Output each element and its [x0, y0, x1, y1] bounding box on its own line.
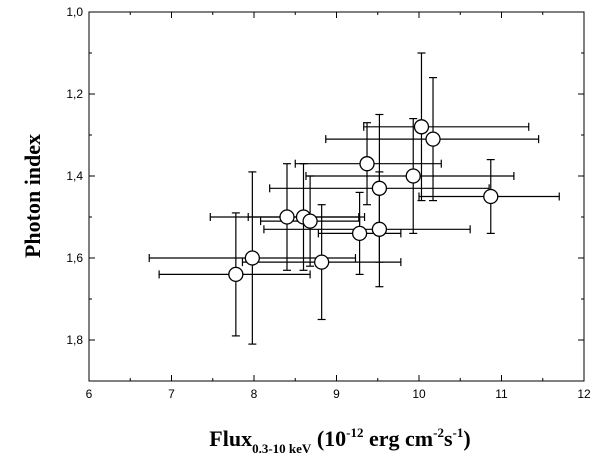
data-points	[228, 119, 499, 283]
x-tick-label: 12	[577, 387, 591, 401]
x-axis-title-mid: erg cm	[363, 426, 433, 451]
data-point	[371, 180, 388, 196]
x-axis-title: Flux0.3-10 keV (10-12 erg cm-2s-1)	[209, 425, 470, 456]
y-tick-label: 1,6	[66, 251, 83, 265]
data-point	[279, 209, 295, 225]
data-point	[302, 213, 318, 229]
y-tick-label: 1,2	[66, 87, 83, 101]
x-axis-title-paren-open: (10	[311, 426, 346, 451]
error-bar	[363, 52, 530, 202]
data-point	[244, 250, 261, 266]
x-axis-title-main: Flux	[209, 426, 252, 451]
x-axis-title-sup-1: -12	[346, 425, 363, 440]
error-bars	[148, 52, 560, 345]
data-point	[351, 225, 368, 242]
x-tick-label: 7	[168, 387, 175, 401]
x-axis-title-paren-close: )	[463, 426, 470, 451]
x-tick-label: 8	[251, 387, 258, 401]
y-tick-label: 1,0	[66, 5, 83, 19]
x-tick-label: 10	[412, 387, 426, 401]
x-axis-title-subscript: 0.3-10 keV	[252, 441, 312, 456]
x-axis-title-sup-2: -2	[433, 425, 444, 440]
x-tick-label: 6	[86, 387, 93, 401]
data-point	[483, 188, 499, 205]
y-tick-label: 1,8	[66, 333, 83, 347]
axis-ticks: 6 7 8 9 10 11 12 1,0 1,2 1,4 1,6 1,8	[66, 5, 591, 401]
x-axis-title-s: s	[444, 426, 453, 451]
data-point	[405, 168, 421, 184]
data-point	[425, 131, 441, 147]
data-point	[228, 266, 244, 283]
y-axis-title: Photon index	[20, 134, 45, 258]
data-point	[359, 156, 375, 172]
data-point	[313, 254, 330, 270]
x-tick-label: 11	[495, 387, 508, 401]
x-axis-title-sup-3: -1	[453, 425, 464, 440]
y-tick-label: 1,4	[66, 169, 83, 183]
data-point	[413, 119, 430, 135]
x-tick-label: 9	[333, 387, 340, 401]
data-point	[371, 221, 388, 237]
